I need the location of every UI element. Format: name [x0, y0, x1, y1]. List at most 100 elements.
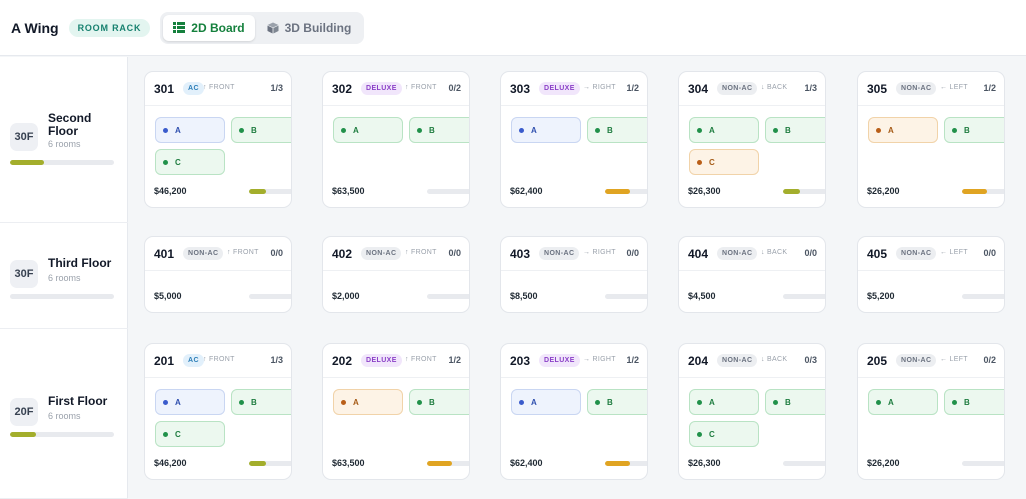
bed-a-button[interactable]: A: [689, 389, 759, 415]
bed-a-button[interactable]: A: [155, 117, 225, 143]
bed-a-button[interactable]: A: [333, 389, 403, 415]
bed-label: B: [785, 125, 791, 135]
bed-b-button[interactable]: B: [587, 389, 647, 415]
bed-a-button[interactable]: A: [868, 389, 938, 415]
room-type-badge: AC: [183, 82, 204, 95]
view-3d-building-label: 3D Building: [284, 20, 352, 35]
room-price: $63,500: [332, 186, 365, 196]
room-occupancy-count: 0/0: [448, 248, 461, 258]
room-rack-badge: ROOM RACK: [68, 18, 151, 37]
room-occupancy-count: 1/2: [626, 83, 639, 93]
room-occupancy-fill: [427, 461, 452, 466]
bed-b-button[interactable]: B: [587, 117, 647, 143]
bed-c-button[interactable]: C: [689, 421, 759, 447]
floor-row-1[interactable]: 30F Third Floor 6 rooms: [0, 223, 128, 329]
room-price: $5,000: [154, 291, 182, 301]
room-card[interactable]: 405 NON-AC ← LEFT 0/0 $5,200: [857, 236, 1005, 313]
room-price: $26,200: [867, 186, 900, 196]
room-number: 303: [510, 82, 531, 96]
room-direction: ↓ BACK: [761, 249, 788, 256]
room-type-badge: NON-AC: [717, 354, 758, 367]
room-type-badge: NON-AC: [896, 82, 937, 95]
bed-a-button[interactable]: A: [511, 389, 581, 415]
room-card[interactable]: 303 DELUXE → RIGHT 1/2 A B $62,400: [500, 71, 648, 208]
room-type-badge: DELUXE: [361, 354, 402, 367]
bed-b-button[interactable]: B: [409, 117, 469, 143]
room-occupancy-count: 1/2: [448, 355, 461, 365]
bed-label: B: [251, 397, 257, 407]
view-3d-building-button[interactable]: 3D Building: [257, 15, 362, 41]
bed-c-button[interactable]: C: [155, 149, 225, 175]
floor-row-2[interactable]: 20F First Floor 6 rooms: [0, 329, 128, 499]
room-occupancy-fill: [249, 189, 266, 194]
bed-b-button[interactable]: B: [409, 389, 469, 415]
bed-b-button[interactable]: B: [944, 117, 1004, 143]
room-price: $5,200: [867, 291, 895, 301]
room-card[interactable]: 204 NON-AC ↓ BACK 0/3 A B C $26,300: [678, 343, 826, 480]
room-card[interactable]: 404 NON-AC ↓ BACK 0/0 $4,500: [678, 236, 826, 313]
room-direction: → RIGHT: [583, 356, 616, 363]
room-card[interactable]: 304 NON-AC ↓ BACK 1/3 A B C $26,300: [678, 71, 826, 208]
room-type-badge: NON-AC: [717, 82, 758, 95]
room-number: 201: [154, 354, 175, 368]
room-card-header: 304 NON-AC ↓ BACK 1/3: [679, 72, 825, 106]
bed-label: C: [709, 157, 715, 167]
bed-label: B: [251, 125, 257, 135]
room-occupancy-fill: [962, 189, 987, 194]
floor-summary: 30F Second Floor 6 rooms: [10, 112, 114, 168]
room-price: $26,300: [688, 458, 721, 468]
room-occupancy-fill: [605, 189, 630, 194]
room-occupancy-count: 0/3: [804, 355, 817, 365]
bed-b-button[interactable]: B: [765, 389, 825, 415]
room-card[interactable]: 302 DELUXE ↑ FRONT 0/2 A B $63,500: [322, 71, 470, 208]
room-card[interactable]: 301 AC ↑ FRONT 1/3 A B C $46,200: [144, 71, 292, 208]
top-bar: A Wing ROOM RACK 2D Board 3D Building: [0, 0, 1026, 56]
room-direction: ↑ FRONT: [227, 249, 259, 256]
room-card-header: 305 NON-AC ← LEFT 1/2: [858, 72, 1004, 106]
bed-c-button[interactable]: C: [689, 149, 759, 175]
bed-c-button[interactable]: C: [155, 421, 225, 447]
room-type-badge: DELUXE: [539, 82, 580, 95]
bed-b-button[interactable]: B: [231, 117, 291, 143]
room-occupancy-bar: [427, 294, 469, 299]
bed-label: A: [353, 125, 359, 135]
room-type-badge: DELUXE: [539, 354, 580, 367]
room-occupancy-bar: [605, 461, 647, 466]
bed-label: B: [429, 125, 435, 135]
bed-status-dot: [239, 127, 244, 133]
room-occupancy-bar: [427, 189, 469, 194]
floor-code-badge: 20F: [10, 398, 38, 426]
bed-b-button[interactable]: B: [944, 389, 1004, 415]
room-card-header: 303 DELUXE → RIGHT 1/2: [501, 72, 647, 106]
bed-a-button[interactable]: A: [333, 117, 403, 143]
room-number: 302: [332, 82, 353, 96]
room-number: 205: [867, 354, 888, 368]
floor-row-0[interactable]: 30F Second Floor 6 rooms: [0, 57, 128, 223]
floor-summary: 30F Third Floor 6 rooms: [10, 257, 114, 310]
bed-label: A: [531, 125, 537, 135]
room-card[interactable]: 403 NON-AC → RIGHT 0/0 $8,500: [500, 236, 648, 313]
bed-status-dot: [417, 127, 422, 133]
room-card[interactable]: 401 NON-AC ↑ FRONT 0/0 $5,000: [144, 236, 292, 313]
bed-b-button[interactable]: B: [765, 117, 825, 143]
room-direction: ↓ BACK: [761, 356, 788, 363]
room-direction: ↑ FRONT: [405, 249, 437, 256]
bed-a-button[interactable]: A: [155, 389, 225, 415]
room-card[interactable]: 202 DELUXE ↑ FRONT 1/2 A B $63,500: [322, 343, 470, 480]
room-card[interactable]: 201 AC ↑ FRONT 1/3 A B C $46,200: [144, 343, 292, 480]
room-price: $4,500: [688, 291, 716, 301]
room-card[interactable]: 305 NON-AC ← LEFT 1/2 A B $26,200: [857, 71, 1005, 208]
room-card[interactable]: 402 NON-AC ↑ FRONT 0/0 $2,000: [322, 236, 470, 313]
bed-status-dot: [952, 399, 957, 405]
room-card[interactable]: 203 DELUXE → RIGHT 1/2 A B $62,400: [500, 343, 648, 480]
view-2d-board-button[interactable]: 2D Board: [163, 14, 255, 41]
bed-b-button[interactable]: B: [231, 389, 291, 415]
bed-a-button[interactable]: A: [511, 117, 581, 143]
room-price: $62,400: [510, 458, 543, 468]
bed-a-button[interactable]: A: [689, 117, 759, 143]
bed-a-button[interactable]: A: [868, 117, 938, 143]
room-price: $62,400: [510, 186, 543, 196]
room-card[interactable]: 205 NON-AC ← LEFT 0/2 A B $26,200: [857, 343, 1005, 480]
list-icon: [173, 22, 186, 33]
room-direction: ← LEFT: [940, 356, 968, 363]
